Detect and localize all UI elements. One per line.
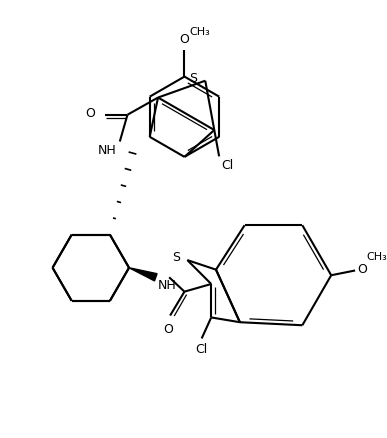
Polygon shape — [129, 268, 157, 281]
Text: O: O — [85, 107, 95, 120]
Text: CH₃: CH₃ — [189, 28, 210, 37]
Text: S: S — [172, 251, 180, 264]
Text: O: O — [180, 33, 189, 46]
Text: O: O — [163, 323, 173, 336]
Text: S: S — [189, 72, 197, 85]
Text: CH₃: CH₃ — [366, 252, 387, 262]
Text: Cl: Cl — [221, 159, 233, 172]
Text: O: O — [357, 263, 367, 276]
Text: NH: NH — [158, 279, 176, 292]
Text: NH: NH — [98, 145, 117, 157]
Text: Cl: Cl — [195, 343, 208, 356]
